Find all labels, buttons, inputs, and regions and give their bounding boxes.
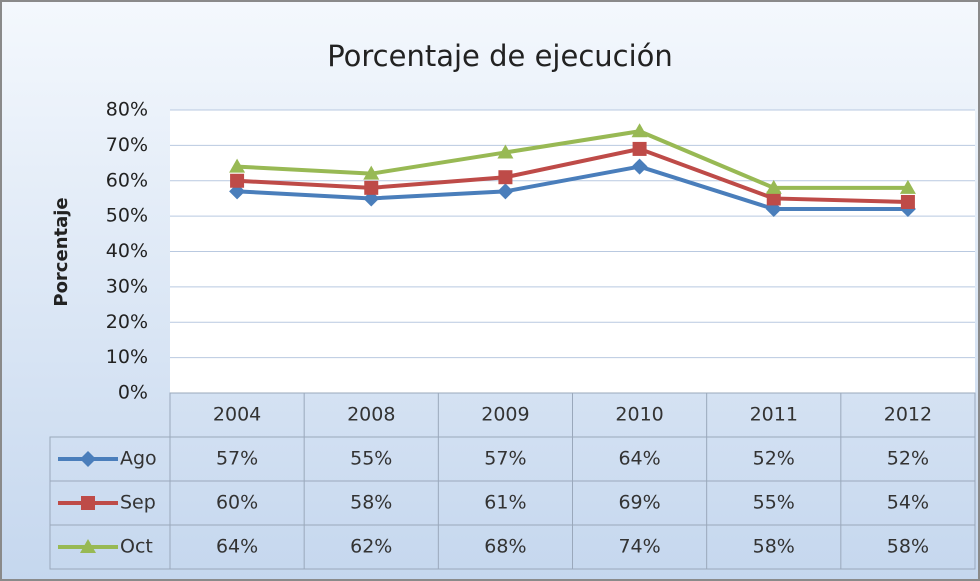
y-tick-label: 0% — [118, 382, 148, 404]
y-tick-label: 20% — [106, 311, 148, 333]
table-cell: 58% — [753, 536, 795, 558]
x-tick-label: 2010 — [615, 404, 663, 426]
table-cell: 57% — [216, 448, 258, 470]
x-tick-label: 2008 — [347, 404, 395, 426]
table-cell: 54% — [887, 492, 929, 514]
legend-label: Ago — [120, 448, 157, 470]
y-tick-label: 60% — [106, 169, 148, 191]
x-tick-label: 2004 — [213, 404, 261, 426]
marker — [631, 158, 648, 175]
marker — [766, 191, 781, 206]
y-tick-label: 40% — [106, 240, 148, 262]
table-cell: 68% — [484, 536, 526, 558]
legend-label: Sep — [120, 492, 156, 514]
marker — [899, 179, 916, 194]
y-tick-label: 50% — [106, 205, 148, 227]
marker — [498, 170, 513, 185]
marker — [80, 451, 96, 467]
marker — [497, 144, 514, 159]
table-cell: 69% — [618, 492, 660, 514]
table-cell: 52% — [753, 448, 795, 470]
y-tick-label: 30% — [106, 275, 148, 297]
marker — [364, 180, 379, 195]
y-tick-label: 70% — [106, 134, 148, 156]
table-cell: 60% — [216, 492, 258, 514]
table-cell: 58% — [887, 536, 929, 558]
y-tick-label: 10% — [106, 346, 148, 368]
table-cell: 64% — [618, 448, 660, 470]
x-tick-label: 2009 — [481, 404, 529, 426]
table-row — [49, 524, 976, 570]
y-axis-label: Porcentaje — [51, 197, 72, 306]
series-line — [236, 146, 908, 204]
marker — [80, 539, 96, 553]
series-line — [236, 164, 908, 212]
table-cell: 55% — [753, 492, 795, 514]
legend-label: Oct — [120, 536, 153, 558]
marker — [497, 183, 514, 200]
marker — [229, 158, 246, 173]
y-tick-label: 80% — [106, 99, 148, 121]
table-cell: 52% — [887, 448, 929, 470]
chart-title: Porcentaje de ejecución — [327, 39, 673, 73]
marker — [765, 179, 782, 194]
table-cell: 55% — [350, 448, 392, 470]
table-cell: 74% — [618, 536, 660, 558]
marker — [230, 173, 245, 188]
series-line — [236, 129, 908, 190]
marker — [363, 165, 380, 180]
table-cell: 57% — [484, 448, 526, 470]
x-tick-label: 2011 — [750, 404, 798, 426]
table-cell: 62% — [350, 536, 392, 558]
table-cell: 58% — [350, 492, 392, 514]
marker — [632, 141, 647, 156]
marker — [81, 496, 95, 510]
marker — [900, 194, 915, 209]
table-cell: 61% — [484, 492, 526, 514]
marker — [631, 123, 648, 138]
table-cell: 64% — [216, 536, 258, 558]
x-tick-label: 2012 — [884, 404, 932, 426]
